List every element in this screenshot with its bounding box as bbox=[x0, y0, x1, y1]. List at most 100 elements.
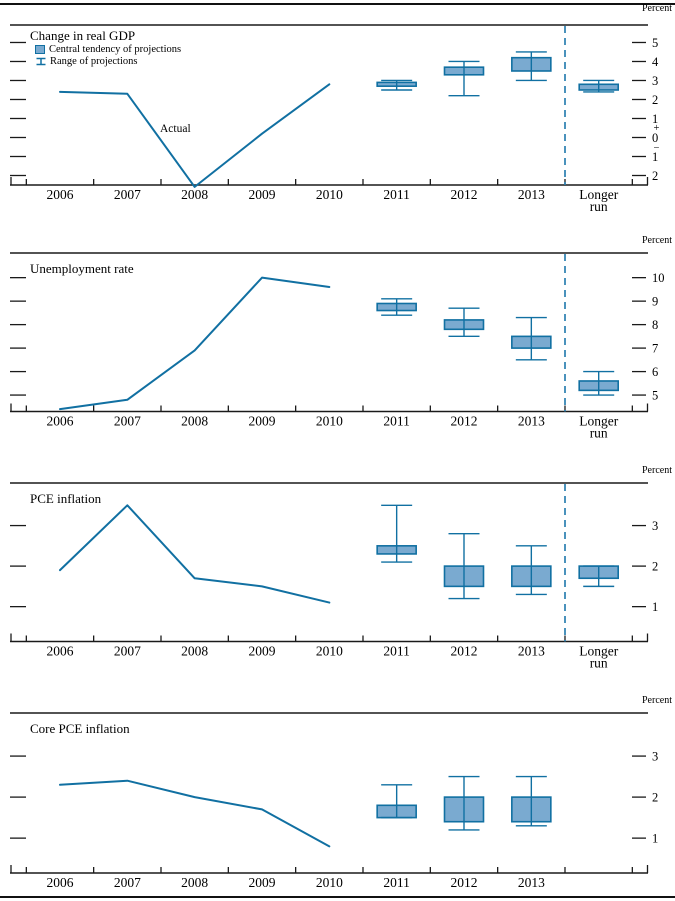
y-axis-tick-label: 2 bbox=[652, 559, 658, 573]
x-axis-label: 2012 bbox=[450, 187, 477, 202]
x-axis-label: 2012 bbox=[450, 875, 477, 890]
x-axis-label: 2011 bbox=[383, 187, 410, 202]
x-axis-label: 2010 bbox=[316, 187, 343, 202]
range-whisker-icon bbox=[36, 57, 46, 65]
x-axis-label-longer-run: run bbox=[590, 656, 608, 671]
minus-sign-label: − bbox=[654, 143, 660, 154]
projection-box-2013 bbox=[511, 545, 552, 596]
x-axis-label: 2009 bbox=[248, 644, 275, 659]
panel-title-core-pce-inflation: Core PCE inflation bbox=[30, 721, 130, 736]
x-axis-label-longer-run: run bbox=[590, 426, 608, 441]
y-axis-tick-label: 2 bbox=[652, 790, 658, 804]
x-axis-label: 2011 bbox=[383, 644, 410, 659]
y-axis-tick-label: 0 bbox=[652, 131, 658, 145]
x-axis-label: 2010 bbox=[316, 875, 343, 890]
x-axis-label: 2011 bbox=[383, 875, 410, 890]
y-axis-tick-label: 3 bbox=[652, 749, 658, 763]
x-axis-label: 2006 bbox=[47, 187, 74, 202]
actual-line-label: Actual bbox=[160, 123, 191, 135]
percent-label: Percent bbox=[642, 3, 672, 14]
x-axis-label-longer-run: Longer bbox=[579, 187, 618, 202]
panel-title-pce-inflation: PCE inflation bbox=[30, 491, 102, 506]
actual-line bbox=[59, 504, 331, 604]
top-rule bbox=[0, 3, 675, 5]
legend-range-label: Range of projections bbox=[50, 55, 138, 67]
x-axis-label: 2007 bbox=[114, 644, 141, 659]
actual-line bbox=[59, 83, 331, 188]
x-axis-label: 2013 bbox=[518, 187, 545, 202]
x-axis-label: 2009 bbox=[248, 414, 275, 429]
x-axis-label: 2006 bbox=[47, 644, 74, 659]
projection-box-longer-run bbox=[578, 79, 620, 93]
x-axis-label: 2006 bbox=[47, 875, 74, 890]
legend: Central tendency of projections Range of… bbox=[35, 44, 181, 67]
x-axis-label: 2007 bbox=[114, 187, 141, 202]
panel-title-real-gdp: Change in real GDP bbox=[30, 28, 136, 43]
y-axis-tick-label: 6 bbox=[652, 365, 658, 379]
x-axis-label: 2009 bbox=[248, 187, 275, 202]
y-axis-tick-label: 4 bbox=[652, 55, 659, 69]
y-axis-tick-label: 1 bbox=[652, 112, 658, 126]
panel-3: 3 2 1 2006 2007 2008 2009 2010 2011 2012 2013 bbox=[10, 712, 658, 890]
legend-row-range: Range of projections bbox=[35, 56, 181, 68]
plus-sign-label: + bbox=[654, 123, 660, 134]
projection-box-2012 bbox=[443, 60, 485, 97]
x-axis-label-longer-run: run bbox=[590, 199, 608, 214]
percent-label: Percent bbox=[642, 465, 672, 476]
x-axis-label-longer-run: Longer bbox=[579, 644, 618, 659]
x-axis-label: 2013 bbox=[518, 644, 545, 659]
x-axis-label: 2008 bbox=[181, 187, 208, 202]
y-axis-tick-label: 2 bbox=[652, 169, 658, 183]
panel-2: 3 2 1 2006 2007 2008 2009 2010 2011 2012 2013 Longe… bbox=[10, 482, 658, 671]
y-axis-tick-label: 1 bbox=[652, 831, 658, 845]
central-tendency-swatch-icon bbox=[35, 45, 45, 55]
x-axis-label: 2010 bbox=[316, 414, 343, 429]
projection-box-2011 bbox=[376, 784, 417, 819]
y-axis-tick-label: 3 bbox=[652, 74, 658, 88]
projection-box-2012 bbox=[443, 532, 485, 600]
projection-box-longer-run bbox=[578, 370, 620, 396]
projection-box-2013 bbox=[511, 51, 552, 82]
y-axis-tick-label: 7 bbox=[652, 341, 658, 355]
panel-0: 5 4 3 2 1 0 1 2 + − 2006 2007 2008 2009 2010 2011 2012 20… bbox=[10, 24, 660, 214]
y-axis-tick-label: 3 bbox=[652, 519, 658, 533]
x-axis-label: 2006 bbox=[47, 414, 74, 429]
y-axis-tick-label: 9 bbox=[652, 294, 658, 308]
y-axis-tick-label: 1 bbox=[652, 600, 658, 614]
projection-box-2011 bbox=[376, 298, 417, 316]
y-axis-tick-label: 8 bbox=[652, 318, 658, 332]
x-axis-label: 2012 bbox=[450, 644, 477, 659]
percent-label: Percent bbox=[642, 235, 672, 246]
y-axis-tick-label: 2 bbox=[652, 93, 658, 107]
percent-label: Percent bbox=[642, 695, 672, 706]
actual-line bbox=[59, 779, 331, 848]
projection-box-2011 bbox=[376, 504, 417, 563]
y-axis-tick-label: 5 bbox=[652, 388, 658, 402]
y-axis-tick-label: 5 bbox=[652, 36, 658, 50]
x-axis-label: 2010 bbox=[316, 644, 343, 659]
panel-title-unemployment-rate: Unemployment rate bbox=[30, 261, 134, 276]
bottom-rule bbox=[0, 896, 675, 898]
x-axis-label: 2008 bbox=[181, 644, 208, 659]
x-axis-label: 2009 bbox=[248, 875, 275, 890]
x-axis-label: 2007 bbox=[114, 875, 141, 890]
projection-box-2011 bbox=[376, 79, 417, 91]
x-axis-label: 2007 bbox=[114, 414, 141, 429]
projection-box-2013 bbox=[511, 316, 552, 361]
x-axis-label: 2013 bbox=[518, 414, 545, 429]
x-axis-label: 2012 bbox=[450, 414, 477, 429]
projection-box-2012 bbox=[443, 307, 485, 338]
projection-box-longer-run bbox=[578, 565, 620, 588]
y-axis-tick-label: 1 bbox=[652, 150, 658, 164]
x-axis-label-longer-run: Longer bbox=[579, 414, 618, 429]
legend-central-tendency-label: Central tendency of projections bbox=[49, 44, 182, 56]
actual-line bbox=[59, 276, 331, 411]
projection-box-2012 bbox=[443, 775, 485, 831]
panel-1: 10 9 8 7 6 5 2006 2007 2008 2009 2010 2011 2012 2013 L… bbox=[10, 252, 665, 441]
y-axis-tick-label: 10 bbox=[652, 271, 665, 285]
x-axis-label: 2008 bbox=[181, 875, 208, 890]
x-axis-label: 2013 bbox=[518, 875, 545, 890]
x-axis-label: 2011 bbox=[383, 414, 410, 429]
